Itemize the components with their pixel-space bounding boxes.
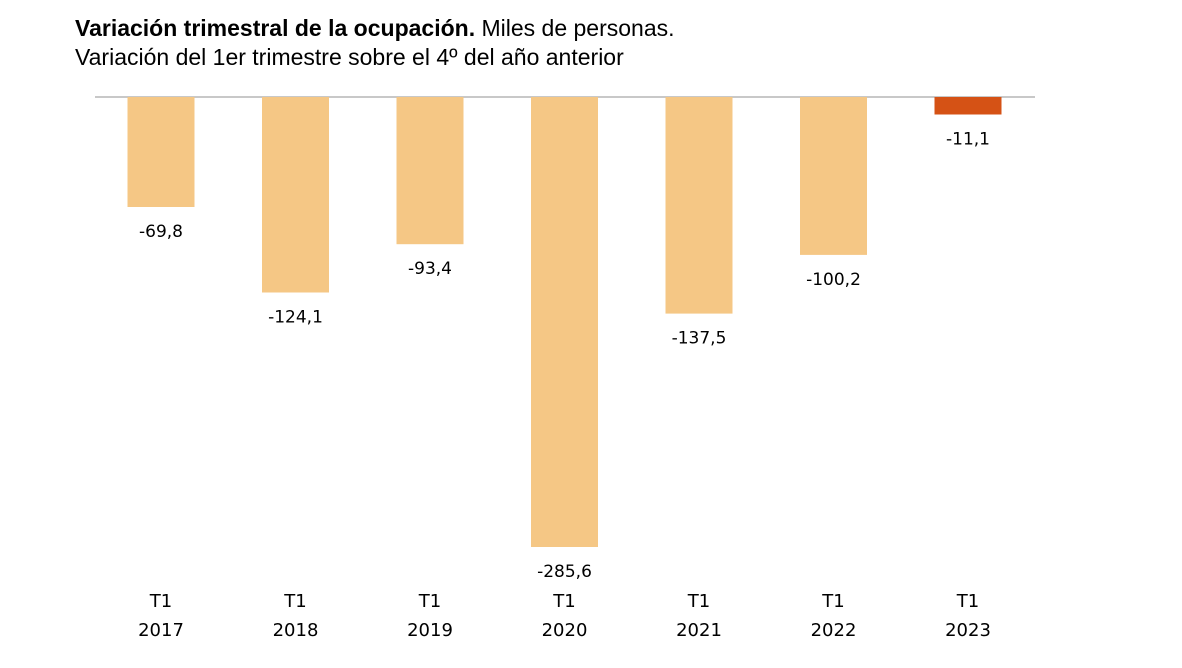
value-label-2021: -137,5 xyxy=(672,329,727,349)
value-label-2019: -93,4 xyxy=(408,259,452,279)
category-year-label: 2022 xyxy=(811,620,857,641)
category-quarter-label: T1 xyxy=(956,591,979,612)
value-label-2020: -285,6 xyxy=(537,562,592,582)
category-quarter-label: T1 xyxy=(418,591,441,612)
category-quarter-label: T1 xyxy=(149,591,172,612)
value-labels-group: -69,8 -124,1 -93,4 -285,6 -137,5 -100,2 -11,1 xyxy=(139,130,990,583)
bar-2020 xyxy=(531,97,598,547)
category-year-label: 2021 xyxy=(676,620,722,641)
bar-2022 xyxy=(800,97,867,255)
category-year-label: 2019 xyxy=(407,620,453,641)
bars-group xyxy=(127,97,1002,547)
bar-2018 xyxy=(262,97,329,293)
bar-2023 xyxy=(934,97,1002,115)
chart-title-block: Variación trimestral de la ocupación. Mi… xyxy=(75,14,675,72)
category-labels-group: T1 2017 T1 2018 T1 2019 T1 2020 T1 2021 T1 2022 T1 20… xyxy=(138,591,991,641)
bar-2019 xyxy=(396,97,464,245)
chart-title-line: Variación trimestral de la ocupación. Mi… xyxy=(75,14,675,43)
category-year-label: 2020 xyxy=(542,620,588,641)
category-year-label: 2017 xyxy=(138,620,184,641)
category-year-label: 2023 xyxy=(945,620,991,641)
chart-title: Variación trimestral de la ocupación. xyxy=(75,15,476,41)
category-quarter-label: T1 xyxy=(687,591,710,612)
value-label-2018: -124,1 xyxy=(268,308,323,328)
value-label-2022: -100,2 xyxy=(806,270,861,290)
bar-2021 xyxy=(665,97,733,314)
category-quarter-label: T1 xyxy=(821,591,844,612)
bar-2017 xyxy=(127,97,195,207)
value-label-2023: -11,1 xyxy=(946,130,990,150)
chart-title-suffix: Miles de personas. xyxy=(481,15,675,41)
value-label-2017: -69,8 xyxy=(139,222,183,242)
category-year-label: 2018 xyxy=(273,620,319,641)
category-quarter-label: T1 xyxy=(552,591,575,612)
category-quarter-label: T1 xyxy=(283,591,306,612)
chart-subtitle: Variación del 1er trimestre sobre el 4º … xyxy=(75,44,624,70)
